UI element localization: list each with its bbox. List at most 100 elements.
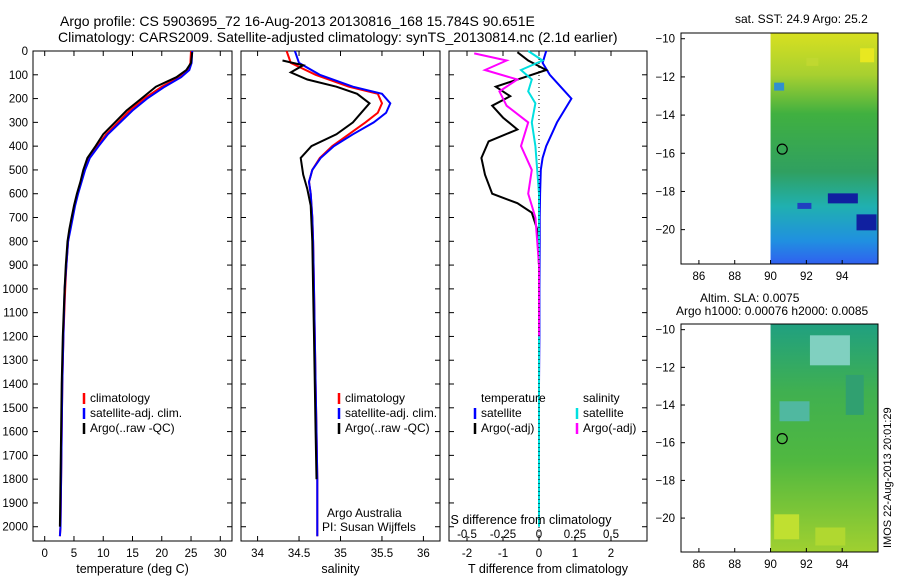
y-tick-label: 700 [9, 213, 28, 225]
y-tick-label: 1200 [2, 331, 28, 343]
argo-position-marker [776, 433, 788, 445]
map-feature [797, 202, 812, 209]
x-tick-label: 36 [417, 548, 430, 560]
map-frame [680, 32, 879, 265]
y-tick-label: 2000 [2, 522, 28, 534]
s-diff-tick-label: -0.5 [457, 529, 477, 541]
x-axis-label: temperature (deg C) [76, 562, 189, 576]
x-tick-label: 10 [97, 548, 110, 560]
x-axis-label: salinity [321, 562, 360, 576]
map-feature [774, 82, 785, 91]
y-tick-label: 0 [22, 46, 28, 58]
temp-legend-label: Argo(..raw -QC) [90, 421, 175, 435]
series-line-temperature-satellite [538, 50, 573, 480]
y-tick-label: 1000 [2, 284, 28, 296]
map-feature [860, 48, 875, 63]
map-x-tick-label: 94 [836, 559, 849, 571]
map-feature [806, 57, 819, 66]
plot-frame [448, 50, 648, 542]
s-diff-tick-label: 0.25 [564, 529, 586, 541]
series-line-argo-raw-qc- [282, 59, 371, 480]
map-feature [856, 214, 877, 231]
y-tick-label: 300 [9, 117, 28, 129]
y-tick-label: 1100 [3, 308, 28, 320]
x-tick-label: 0 [42, 548, 48, 560]
sla-map-title-line2: Argo h1000: 0.00076 h2000: 0.0085 [676, 304, 869, 318]
map-x-tick-label: 94 [836, 271, 849, 283]
map-x-tick-label: 86 [693, 271, 706, 283]
x-tick-label: -1 [498, 548, 508, 560]
y-tick-label: 1900 [2, 498, 28, 510]
diff-legend-sal-header: salinity [583, 391, 620, 405]
map-feature [809, 335, 850, 366]
x-tick-label: 15 [126, 548, 139, 560]
temp-legend-label: satellite-adj. clim. [90, 406, 182, 420]
pi-note: PI: Susan Wijffels [322, 520, 416, 534]
diff-legend-temp-label: satellite [481, 406, 522, 420]
y-tick-label: 600 [9, 189, 28, 201]
map-x-tick-label: 92 [800, 271, 813, 283]
series-line-argo-raw-qc- [58, 52, 194, 527]
map-y-tick-label: −16 [655, 438, 675, 450]
x-tick-label: 1 [572, 548, 578, 560]
argo-position-marker [776, 143, 788, 155]
temperature-panel: 0 5 10 15 20 25 300100200300400500600700800900… [2, 46, 233, 576]
plot-frame [32, 50, 233, 542]
s-diff-axis-label: S difference from climatology [451, 513, 613, 527]
argo-australia-note: Argo Australia [327, 506, 402, 520]
sst-map-title: sat. SST: 24.9 Argo: 25.2 [735, 12, 868, 26]
sla-map-title-line1: Altim. SLA: 0.0075 [700, 291, 800, 305]
map-x-tick-label: 90 [764, 271, 777, 283]
map-x-tick-label: 86 [693, 559, 706, 571]
sst-map: 86 88 90 92 94 −10 −12 −14 −16 −18 −20 [655, 32, 879, 283]
y-tick-label: 1600 [2, 427, 28, 439]
x-tick-label: -2 [462, 548, 472, 560]
diff-legend-temp-label: Argo(-adj) [481, 421, 534, 435]
map-y-tick-label: −18 [655, 475, 675, 487]
map-x-tick-label: 88 [728, 559, 741, 571]
x-tick-label: 25 [185, 548, 198, 560]
figure-title-line1: Argo profile: CS 5903695_72 16-Aug-2013 … [60, 13, 535, 29]
y-tick-label: 800 [9, 236, 28, 248]
x-tick-label: 35.5 [371, 548, 393, 560]
x-tick-label: 20 [155, 548, 168, 560]
map-feature [845, 374, 864, 415]
sal-legend-label: climatology [345, 391, 405, 405]
x-axis-label: T difference from climatology [468, 562, 629, 576]
map-y-tick-label: −14 [655, 400, 675, 412]
y-tick-label: 1800 [2, 474, 28, 486]
difference-panel: -2 -1 0 1 2 T difference from climatology [448, 50, 648, 576]
map-y-tick-label: −12 [655, 72, 675, 84]
map-frame [680, 323, 879, 553]
y-tick-label: 1700 [2, 450, 28, 462]
map-feature [815, 527, 846, 546]
map-x-tick-label: 90 [764, 559, 777, 571]
x-tick-label: 35 [334, 548, 347, 560]
map-y-tick-label: −14 [655, 110, 675, 122]
map-y-tick-label: −20 [655, 513, 675, 525]
map-x-tick-label: 92 [800, 559, 813, 571]
s-diff-tick-label: -0.25 [490, 529, 516, 541]
s-diff-tick-label: 0 [536, 529, 542, 541]
sla-map: 86 88 90 92 94 −10 −12 −14 −16 −18 −20 [655, 323, 879, 571]
map-y-tick-label: −10 [655, 34, 675, 46]
map-x-tick-label: 88 [728, 271, 741, 283]
map-feature [779, 401, 810, 422]
map-y-tick-label: −20 [655, 225, 675, 237]
series-line-salinity-argo-adj- [473, 52, 540, 337]
plot-frame [240, 50, 441, 542]
y-tick-label: 1500 [2, 403, 28, 415]
map-y-tick-label: −18 [655, 186, 675, 198]
map-feature [827, 193, 858, 204]
sal-legend-label: Argo(..raw -QC) [345, 421, 430, 435]
series-line-climatology [58, 50, 192, 537]
x-tick-label: 34.5 [288, 548, 310, 560]
map-feature [774, 514, 800, 540]
x-tick-label: 2 [608, 548, 614, 560]
diff-legend-sal-label: Argo(-adj) [583, 421, 636, 435]
x-tick-label: 0 [536, 548, 542, 560]
s-diff-tick-label: 0.5 [603, 529, 619, 541]
diff-legend-temp-header: temperature [481, 391, 546, 405]
x-tick-label: 5 [71, 548, 77, 560]
